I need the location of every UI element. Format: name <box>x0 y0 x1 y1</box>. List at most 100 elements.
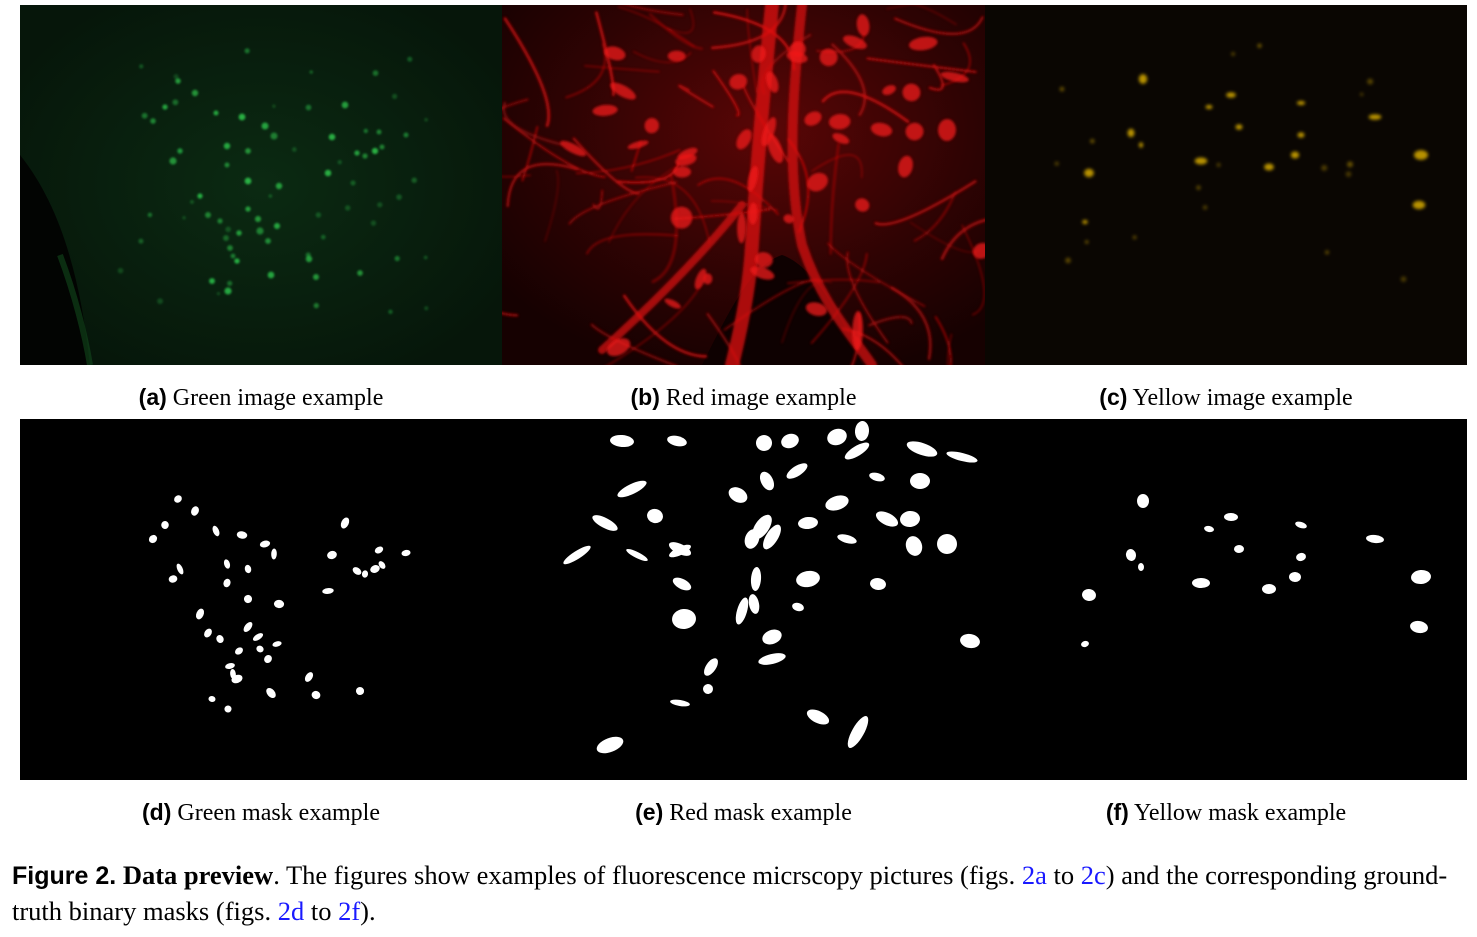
cell <box>1196 185 1201 190</box>
cell <box>225 226 231 233</box>
figure-text-3: ) and the corresponding ground-truth bin… <box>12 860 1448 926</box>
cell <box>1321 164 1328 171</box>
mask-blob <box>327 550 337 560</box>
neurite <box>584 65 660 73</box>
caption-f-label: (f) <box>1105 799 1129 825</box>
mask-blob <box>243 621 253 633</box>
cell <box>1412 200 1426 210</box>
cell <box>315 212 322 218</box>
mask-blob <box>750 567 762 591</box>
cell <box>783 214 795 224</box>
cell <box>882 85 896 96</box>
mask-blob <box>361 570 369 578</box>
neurite <box>787 278 880 285</box>
cell <box>396 194 402 200</box>
panel-d-mask <box>20 419 502 780</box>
cell <box>182 216 186 220</box>
cell <box>273 222 281 230</box>
cell <box>1138 74 1148 84</box>
mask-blob <box>340 517 350 529</box>
cell <box>244 177 252 185</box>
mask-blob <box>1410 620 1428 634</box>
neurite <box>544 169 559 242</box>
mask-blob <box>271 548 277 560</box>
cell <box>217 218 223 224</box>
mask-blob <box>1234 544 1244 554</box>
cell <box>786 51 808 63</box>
neurite <box>830 43 867 117</box>
yellow-mask <box>985 419 1467 780</box>
cell <box>256 227 264 235</box>
cell <box>191 89 199 97</box>
cell <box>363 128 368 134</box>
neurite <box>913 191 957 242</box>
neurite <box>893 16 984 36</box>
cell <box>832 133 850 145</box>
cell <box>261 122 269 130</box>
cell <box>1202 205 1208 210</box>
cell <box>377 202 383 208</box>
cell <box>1347 161 1353 168</box>
caption-c-label: (c) <box>1099 384 1128 410</box>
ref-fig-2a[interactable]: 2a <box>1021 860 1047 890</box>
neurite <box>666 8 694 34</box>
cell <box>1127 128 1135 138</box>
cell <box>224 287 232 295</box>
cell <box>370 220 377 226</box>
cell <box>267 271 275 279</box>
cell <box>223 235 229 241</box>
cell <box>1082 219 1088 225</box>
mask-blob <box>1262 583 1276 595</box>
cell <box>1360 92 1364 96</box>
cell <box>313 302 319 309</box>
neurite <box>651 174 678 284</box>
cell <box>852 310 864 351</box>
neurite <box>502 174 531 178</box>
cell <box>751 45 766 63</box>
cell <box>362 153 368 159</box>
cell <box>1205 104 1213 110</box>
mask-blob <box>596 736 624 754</box>
mask-blob <box>401 549 411 557</box>
mask-blob <box>870 577 886 591</box>
mask-blob <box>592 515 618 531</box>
ref-fig-2c[interactable]: 2c <box>1080 860 1106 890</box>
cell <box>372 70 379 76</box>
mask-blob <box>844 442 870 460</box>
cell <box>175 78 181 84</box>
mask-blob <box>906 441 938 457</box>
neurite <box>940 218 985 261</box>
mask-blob <box>1366 534 1384 544</box>
cell <box>1325 250 1330 255</box>
cell <box>173 74 179 80</box>
mask-blob <box>195 608 205 620</box>
cell <box>750 266 775 280</box>
ref-fig-2f[interactable]: 2f <box>338 896 361 926</box>
cell <box>238 113 246 121</box>
cell <box>234 258 240 264</box>
mask-blob <box>905 536 923 556</box>
mask-blob <box>223 578 231 588</box>
mask-blob <box>273 599 285 609</box>
cell <box>424 117 428 122</box>
ref-fig-2d[interactable]: 2d <box>277 896 305 926</box>
cell <box>394 255 400 262</box>
cell <box>344 205 351 211</box>
cell <box>1235 124 1243 130</box>
mask-blob <box>370 565 380 573</box>
cell <box>703 273 713 285</box>
cell <box>855 198 870 212</box>
cell <box>736 129 752 150</box>
caption-b-text: Red image example <box>665 385 857 411</box>
figure-caption: Figure 2. Data preview. The figures show… <box>12 858 1477 929</box>
cell <box>670 206 693 229</box>
green-mask <box>20 419 502 780</box>
cell <box>244 48 250 54</box>
mask-blob <box>311 690 321 700</box>
yellow-fluorescence-image <box>985 5 1467 365</box>
cell <box>1054 161 1059 166</box>
mask-blob <box>960 633 980 649</box>
neurite <box>502 312 519 317</box>
mask-blob <box>252 633 264 641</box>
cell <box>1345 171 1352 177</box>
